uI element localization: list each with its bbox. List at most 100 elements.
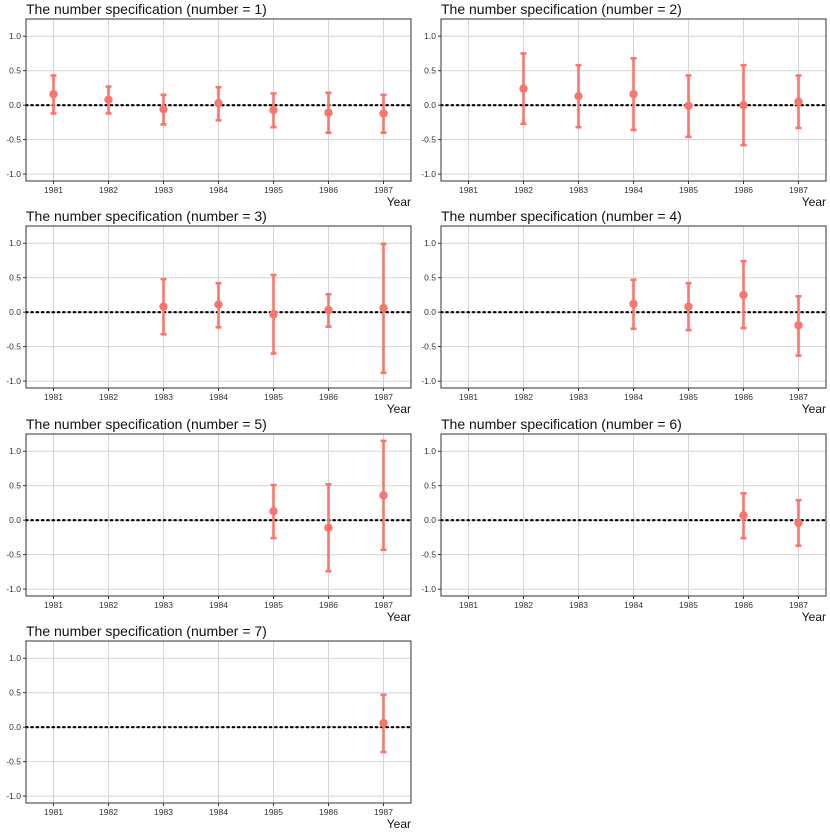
panel-3-ytick-label-1: -1.0	[6, 376, 21, 386]
panel-3-point-1986	[324, 305, 333, 315]
panel-7-ytick-label-5: 1.0	[9, 653, 21, 663]
panel-6-ytick-label-2: -0.5	[421, 550, 436, 560]
panel-6-xtick-label-1982: 1982	[514, 600, 533, 610]
panel-1-title: The number specification (number = 1)	[26, 1, 267, 17]
panel-1-xtick-label-1987: 1987	[374, 185, 393, 195]
panel-4-ytick-label-5: 1.0	[424, 238, 436, 248]
panel-3-xtick-label-1982: 1982	[99, 392, 118, 402]
panel-2-point-1983	[574, 92, 583, 101]
panel-2-point-1985	[684, 101, 693, 111]
panel-4-point-1986	[739, 290, 748, 300]
panel-1-xtick-label-1981: 1981	[44, 185, 63, 195]
panel-5-ytick-label-4: 0.5	[9, 481, 21, 491]
panel-5-ytick-label-5: 1.0	[9, 446, 21, 456]
panel-7-xtick-label-1985: 1985	[264, 807, 283, 817]
panel-4-xtick-label-1982: 1982	[514, 392, 533, 402]
panel-4-title: The number specification (number = 4)	[441, 208, 682, 224]
panel-7-xtick-label-1983: 1983	[154, 807, 173, 817]
panel-6-xtick-label-1985: 1985	[679, 600, 698, 610]
panel-5-xtick-label-1985: 1985	[264, 600, 283, 610]
panel-6-xtick-label-1987: 1987	[789, 600, 808, 610]
panel-2-point-1986	[739, 100, 748, 110]
panel-7-point-1987	[379, 718, 388, 728]
panel-3-ytick-label-5: 1.0	[9, 238, 21, 248]
panel-1-ytick-label-4: 0.5	[9, 66, 21, 76]
panel-6-ytick-label-5: 1.0	[424, 446, 436, 456]
panel-1-xtick-label-1986: 1986	[319, 185, 338, 195]
panel-6-ytick-label-1: -1.0	[421, 584, 436, 594]
panel-3-xtick-label-1985: 1985	[264, 392, 283, 402]
panel-1-xaxis-label: Year	[387, 195, 411, 209]
panel-4-xtick-label-1981: 1981	[459, 392, 478, 402]
panel-7-ytick-label-4: 0.5	[9, 688, 21, 698]
panel-4-point-1985	[684, 302, 693, 311]
panel-3-point-1985	[269, 310, 278, 319]
panel-6-xtick-label-1981: 1981	[459, 600, 478, 610]
panel-4-xtick-label-1984: 1984	[624, 392, 643, 402]
panel-2-ytick-label-2: -0.5	[421, 135, 436, 145]
panel-5-point-1985	[269, 507, 278, 516]
panel-3-xtick-label-1986: 1986	[319, 392, 338, 402]
panel-1-point-1981	[49, 89, 58, 99]
panel-7-title: The number specification (number = 7)	[26, 623, 267, 639]
panel-4-ytick-label-4: 0.5	[424, 273, 436, 283]
panel-4-xaxis-label: Year	[802, 402, 826, 416]
panel-5-xtick-label-1983: 1983	[154, 600, 173, 610]
panel-1-point-1985	[269, 105, 278, 115]
panel-1-point-1986	[324, 108, 333, 117]
panel-4-ytick-label-2: -0.5	[421, 342, 436, 352]
panel-7-xtick-label-1981: 1981	[44, 807, 63, 817]
panel-5-xtick-label-1986: 1986	[319, 600, 338, 610]
panel-1-xtick-label-1983: 1983	[154, 185, 173, 195]
panel-5-xtick-label-1987: 1987	[374, 600, 393, 610]
panel-6-ytick-label-3: 0.0	[424, 515, 436, 525]
panel-2-ytick-label-3: 0.0	[424, 100, 436, 110]
panel-5-ytick-label-1: -1.0	[6, 584, 21, 594]
panel-2-ytick-label-4: 0.5	[424, 66, 436, 76]
panel-3-xtick-label-1987: 1987	[374, 392, 393, 402]
panel-6-xtick-label-1983: 1983	[569, 600, 588, 610]
panel-4-xtick-label-1986: 1986	[734, 392, 753, 402]
panel-3-point-1983	[159, 302, 168, 311]
panel-7-ytick-label-3: 0.0	[9, 722, 21, 732]
panel-1-xtick-label-1985: 1985	[264, 185, 283, 195]
panel-2-ytick-label-5: 1.0	[424, 31, 436, 41]
panel-1-ytick-label-5: 1.0	[9, 31, 21, 41]
panel-4-ytick-label-1: -1.0	[421, 376, 436, 386]
panel-3-xtick-label-1983: 1983	[154, 392, 173, 402]
panel-6-ytick-label-4: 0.5	[424, 481, 436, 491]
panel-2-xtick-label-1985: 1985	[679, 185, 698, 195]
panel-5-point-1986	[324, 523, 333, 532]
panel-6-title: The number specification (number = 6)	[441, 416, 682, 432]
panel-2-xaxis-label: Year	[802, 195, 826, 209]
panel-1-ytick-label-3: 0.0	[9, 100, 21, 110]
panel-2-point-1982	[519, 84, 528, 93]
panel-5-ytick-label-2: -0.5	[6, 550, 21, 560]
panel-3-title: The number specification (number = 3)	[26, 208, 267, 224]
panel-4-xtick-label-1985: 1985	[679, 392, 698, 402]
panel-1-ytick-label-2: -0.5	[6, 135, 21, 145]
panel-3-xaxis-label: Year	[387, 402, 411, 416]
panel-2-point-1987	[794, 97, 803, 106]
panel-2-xtick-label-1987: 1987	[789, 185, 808, 195]
panel-3-xtick-label-1984: 1984	[209, 392, 228, 402]
panel-5-xtick-label-1984: 1984	[209, 600, 228, 610]
panel-5-title: The number specification (number = 5)	[26, 416, 267, 432]
panel-5-ytick-label-3: 0.0	[9, 515, 21, 525]
panel-4-xtick-label-1983: 1983	[569, 392, 588, 402]
panel-2-xtick-label-1981: 1981	[459, 185, 478, 195]
panel-6-point-1987	[794, 518, 803, 528]
panel-1-point-1982	[104, 95, 113, 104]
panel-6-xaxis-label: Year	[802, 610, 826, 624]
panel-5-xtick-label-1982: 1982	[99, 600, 118, 610]
panel-3-ytick-label-4: 0.5	[9, 273, 21, 283]
panel-5-xtick-label-1981: 1981	[44, 600, 63, 610]
panel-2-xtick-label-1982: 1982	[514, 185, 533, 195]
panel-7-xtick-label-1987: 1987	[374, 807, 393, 817]
panel-1-xtick-label-1984: 1984	[209, 185, 228, 195]
panel-7-ytick-label-1: -1.0	[6, 791, 21, 801]
panel-3-ytick-label-2: -0.5	[6, 342, 21, 352]
panel-2-xtick-label-1986: 1986	[734, 185, 753, 195]
panel-7-xtick-label-1984: 1984	[209, 807, 228, 817]
